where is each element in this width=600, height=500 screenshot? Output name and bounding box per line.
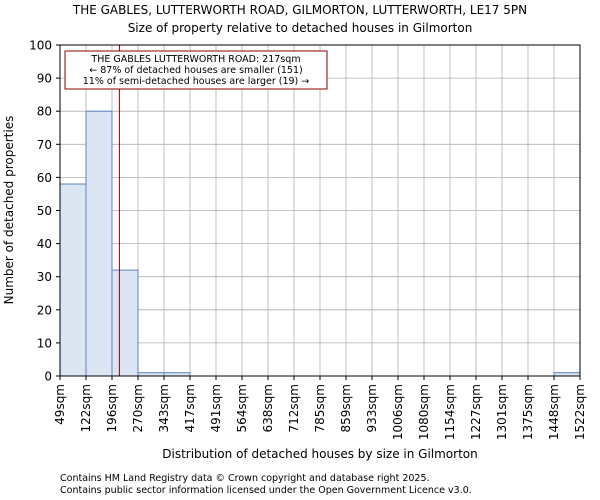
y-axis: 0 10 20 30 40 50 60 70 80 90 100 xyxy=(29,39,60,384)
bars xyxy=(59,110,581,377)
bar xyxy=(111,269,139,377)
annotation-border xyxy=(64,50,328,90)
x-tick-label: 1522sqm xyxy=(573,384,587,440)
x-axis: 49sqm 122sqm 196sqm 270sqm 343sqm 417sqm 491sq… xyxy=(53,376,587,440)
x-tick-label: 1375sqm xyxy=(521,384,535,440)
y-tick-label: 90 xyxy=(37,72,52,86)
x-axis-label: Distribution of detached houses by size … xyxy=(162,447,478,461)
x-tick-label: 196sqm xyxy=(105,384,119,432)
bar xyxy=(59,183,87,377)
y-axis-label: Number of detached properties xyxy=(2,116,16,305)
x-tick-label: 417sqm xyxy=(183,384,197,432)
y-tick-label: 40 xyxy=(37,237,52,251)
x-tick-label: 785sqm xyxy=(313,384,327,432)
x-tick-label: 638sqm xyxy=(261,384,275,432)
x-tick-label: 122sqm xyxy=(79,384,93,432)
x-tick-label: 1154sqm xyxy=(443,384,457,440)
y-tick-label: 20 xyxy=(37,303,52,317)
y-tick-label: 70 xyxy=(37,138,52,152)
x-tick-label: 1448sqm xyxy=(547,384,561,440)
annotation-line-3: 11% of semi-detached houses are larger (… xyxy=(83,76,310,87)
chart-subtitle: Size of property relative to detached ho… xyxy=(128,21,473,35)
x-tick-label: 1227sqm xyxy=(469,384,483,440)
annotation-line-2: ← 87% of detached houses are smaller (15… xyxy=(89,65,302,76)
x-tick-label: 343sqm xyxy=(157,384,171,432)
y-tick-label: 50 xyxy=(37,204,52,218)
chart-title: THE GABLES, LUTTERWORTH ROAD, GILMORTON,… xyxy=(72,3,527,17)
x-tick-label: 933sqm xyxy=(365,384,379,432)
x-tick-label: 270sqm xyxy=(131,384,145,432)
y-tick-label: 0 xyxy=(44,370,52,384)
annotation-box: THE GABLES LUTTERWORTH ROAD: 217sqm ← 87… xyxy=(64,50,328,90)
bar xyxy=(85,110,113,377)
x-tick-label: 1080sqm xyxy=(417,384,431,440)
footer-line-1: Contains HM Land Registry data © Crown c… xyxy=(60,473,430,484)
y-tick-label: 10 xyxy=(37,336,52,350)
footer-line-2: Contains public sector information licen… xyxy=(60,485,472,496)
x-tick-label: 564sqm xyxy=(235,384,249,432)
y-tick-label: 30 xyxy=(37,270,52,284)
x-tick-label: 712sqm xyxy=(287,384,301,432)
x-tick-label: 491sqm xyxy=(209,384,223,432)
x-tick-label: 859sqm xyxy=(339,384,353,432)
annotation-line-1: THE GABLES LUTTERWORTH ROAD: 217sqm xyxy=(90,54,300,65)
x-tick-label: 49sqm xyxy=(53,384,67,425)
y-tick-label: 100 xyxy=(29,39,52,53)
y-tick-label: 80 xyxy=(37,105,52,119)
y-tick-label: 60 xyxy=(37,171,52,185)
x-tick-label: 1301sqm xyxy=(495,384,509,440)
x-tick-label: 1006sqm xyxy=(391,384,405,440)
